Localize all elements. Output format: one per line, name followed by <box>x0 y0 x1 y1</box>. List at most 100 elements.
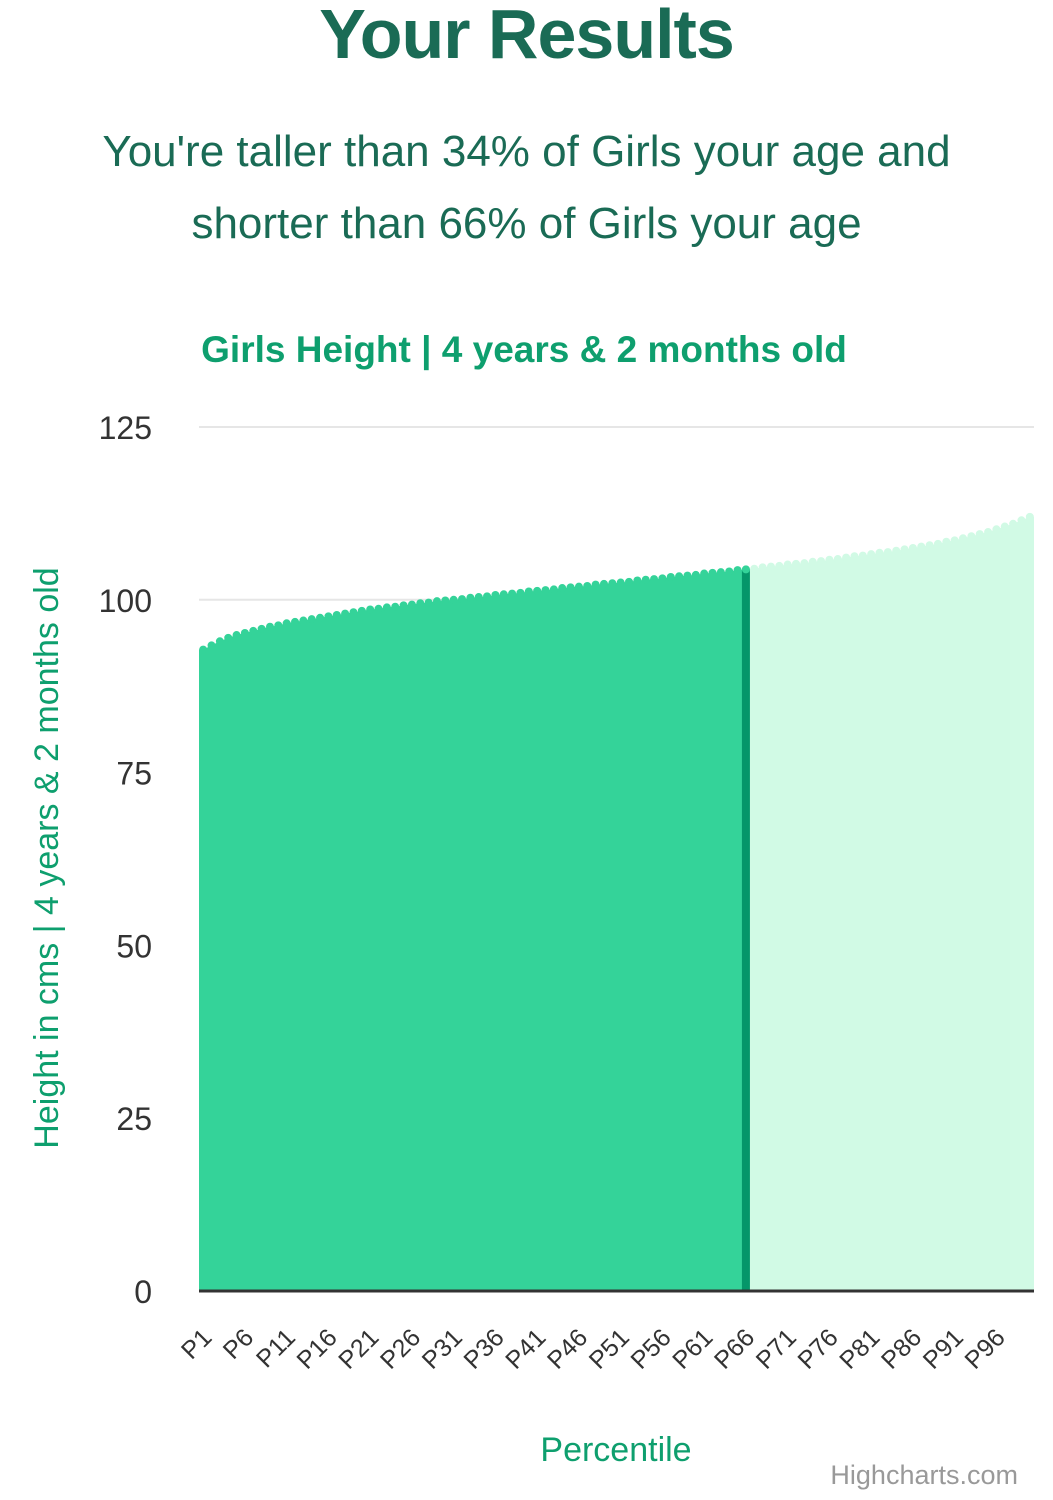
data-point-p1[interactable] <box>199 645 208 654</box>
data-point-p29[interactable] <box>432 597 441 606</box>
data-point-p9[interactable] <box>265 622 274 631</box>
data-point-p37[interactable] <box>499 590 508 599</box>
data-point-p79[interactable] <box>850 552 859 561</box>
data-point-p89[interactable] <box>933 539 942 548</box>
data-point-p27[interactable] <box>416 599 425 608</box>
data-point-p13[interactable] <box>299 616 308 625</box>
data-point-p99[interactable] <box>1017 516 1026 525</box>
data-point-p52[interactable] <box>625 577 634 586</box>
data-point-p67[interactable] <box>750 564 759 573</box>
data-point-p65[interactable] <box>733 566 742 575</box>
data-point-p31[interactable] <box>449 595 458 604</box>
data-point-p49[interactable] <box>599 579 608 588</box>
data-point-p76[interactable] <box>825 555 834 564</box>
area-above-percentile[interactable] <box>745 516 1034 1291</box>
data-point-p2[interactable] <box>207 641 216 650</box>
data-point-p6[interactable] <box>240 628 249 637</box>
data-point-p93[interactable] <box>967 532 976 541</box>
data-point-p82[interactable] <box>875 548 884 557</box>
data-point-p83[interactable] <box>883 548 892 557</box>
data-point-p18[interactable] <box>341 609 350 618</box>
data-point-p25[interactable] <box>399 601 408 610</box>
data-point-p8[interactable] <box>257 624 266 633</box>
data-point-p62[interactable] <box>708 568 717 577</box>
data-point-p59[interactable] <box>683 571 692 580</box>
data-point-p16[interactable] <box>324 612 333 621</box>
data-point-p40[interactable] <box>524 587 533 596</box>
data-point-p11[interactable] <box>282 619 291 628</box>
data-point-p36[interactable] <box>491 590 500 599</box>
data-point-p56[interactable] <box>658 574 667 583</box>
data-point-p70[interactable] <box>775 561 784 570</box>
data-point-p14[interactable] <box>307 615 316 624</box>
data-point-p87[interactable] <box>917 542 926 551</box>
data-point-p63[interactable] <box>716 568 725 577</box>
data-point-p61[interactable] <box>700 569 709 578</box>
data-point-p80[interactable] <box>858 551 867 560</box>
data-point-p98[interactable] <box>1009 519 1018 528</box>
data-point-p69[interactable] <box>766 562 775 571</box>
credits-link[interactable]: Highcharts.com <box>830 1460 1018 1490</box>
data-point-p90[interactable] <box>942 537 951 546</box>
height-area[interactable] <box>199 516 1034 1291</box>
data-point-p50[interactable] <box>608 579 617 588</box>
data-point-p10[interactable] <box>274 621 283 630</box>
data-point-p68[interactable] <box>758 563 767 572</box>
data-point-p58[interactable] <box>675 572 684 581</box>
data-point-p44[interactable] <box>558 584 567 593</box>
height-points[interactable] <box>199 512 1034 654</box>
data-point-p26[interactable] <box>407 600 416 609</box>
data-point-p73[interactable] <box>800 559 809 568</box>
data-point-p39[interactable] <box>516 588 525 597</box>
data-point-p60[interactable] <box>691 570 700 579</box>
data-point-p12[interactable] <box>291 617 300 626</box>
data-point-p81[interactable] <box>867 550 876 559</box>
data-point-p94[interactable] <box>975 530 984 539</box>
data-point-p22[interactable] <box>374 604 383 613</box>
data-point-p77[interactable] <box>833 555 842 564</box>
data-point-p34[interactable] <box>474 593 483 602</box>
data-point-p24[interactable] <box>391 602 400 611</box>
data-point-p72[interactable] <box>792 559 801 568</box>
data-point-p46[interactable] <box>574 582 583 591</box>
data-point-p43[interactable] <box>549 585 558 594</box>
data-point-p100[interactable] <box>1025 512 1034 521</box>
data-point-p3[interactable] <box>215 637 224 646</box>
data-point-p23[interactable] <box>382 603 391 612</box>
data-point-p38[interactable] <box>508 589 517 598</box>
data-point-p85[interactable] <box>900 545 909 554</box>
data-point-p96[interactable] <box>992 525 1001 534</box>
data-point-p5[interactable] <box>232 631 241 640</box>
data-point-p84[interactable] <box>892 546 901 555</box>
data-point-p66[interactable] <box>741 565 750 574</box>
data-point-p71[interactable] <box>783 560 792 569</box>
data-point-p92[interactable] <box>959 534 968 543</box>
data-point-p53[interactable] <box>633 576 642 585</box>
data-point-p55[interactable] <box>650 575 659 584</box>
data-point-p32[interactable] <box>458 595 467 604</box>
data-point-p7[interactable] <box>249 626 258 635</box>
data-point-p64[interactable] <box>725 567 734 576</box>
data-point-p95[interactable] <box>984 528 993 537</box>
data-point-p45[interactable] <box>566 583 575 592</box>
data-point-p54[interactable] <box>641 575 650 584</box>
area-below-percentile[interactable] <box>199 569 746 1291</box>
data-point-p41[interactable] <box>533 586 542 595</box>
data-point-p35[interactable] <box>483 592 492 601</box>
data-point-p75[interactable] <box>817 557 826 566</box>
data-point-p17[interactable] <box>332 611 341 620</box>
data-point-p15[interactable] <box>316 613 325 622</box>
data-point-p33[interactable] <box>466 593 475 602</box>
data-point-p42[interactable] <box>541 586 550 595</box>
data-point-p57[interactable] <box>666 572 675 581</box>
data-point-p20[interactable] <box>357 606 366 615</box>
data-point-p51[interactable] <box>616 578 625 587</box>
data-point-p74[interactable] <box>808 557 817 566</box>
data-point-p4[interactable] <box>224 633 233 642</box>
data-point-p47[interactable] <box>583 581 592 590</box>
data-point-p78[interactable] <box>842 553 851 562</box>
data-point-p19[interactable] <box>349 608 358 617</box>
data-point-p21[interactable] <box>366 605 375 614</box>
data-point-p86[interactable] <box>908 543 917 552</box>
data-point-p30[interactable] <box>441 596 450 605</box>
